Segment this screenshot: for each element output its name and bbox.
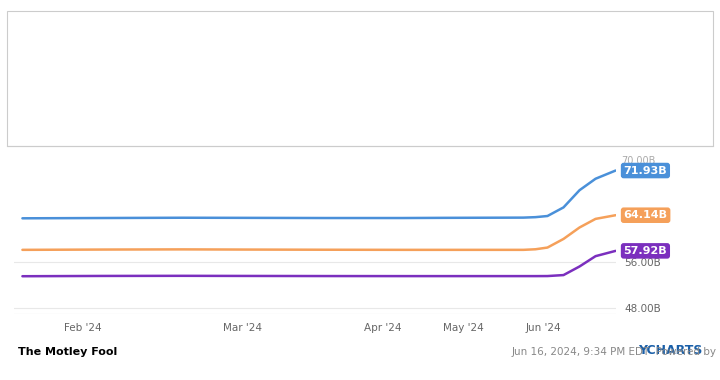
Text: 64.14B: 64.14B [570, 55, 608, 65]
Text: 71.93B: 71.93B [570, 74, 608, 84]
Text: The Motley Fool: The Motley Fool [18, 347, 117, 357]
Text: 71.93B: 71.93B [624, 166, 667, 176]
Text: YCHARTS: YCHARTS [638, 344, 702, 357]
Text: Jun 16, 2024, 9:34 PM EDT  Powered by: Jun 16, 2024, 9:34 PM EDT Powered by [511, 347, 719, 357]
Text: 64.14B: 64.14B [624, 210, 667, 220]
Text: Oracle Corp (ORCL) Revenue Estimates for 2 Fiscal Years Ahead: Oracle Corp (ORCL) Revenue Estimates for… [35, 74, 382, 84]
Text: 70.00B: 70.00B [621, 156, 656, 166]
Text: ●: ● [18, 74, 29, 87]
Text: Oracle Corp (ORCL) Revenue Estimates for Current Fiscal Year: Oracle Corp (ORCL) Revenue Estimates for… [35, 36, 372, 46]
Text: Oracle Corp (ORCL) Revenue Estimates for Next Fiscal Year: Oracle Corp (ORCL) Revenue Estimates for… [35, 55, 356, 65]
Text: VAL: VAL [588, 21, 608, 31]
Text: ●: ● [18, 36, 29, 49]
Text: 57.92B: 57.92B [570, 36, 608, 46]
Text: 57.92B: 57.92B [624, 246, 667, 256]
Text: ●: ● [18, 55, 29, 68]
